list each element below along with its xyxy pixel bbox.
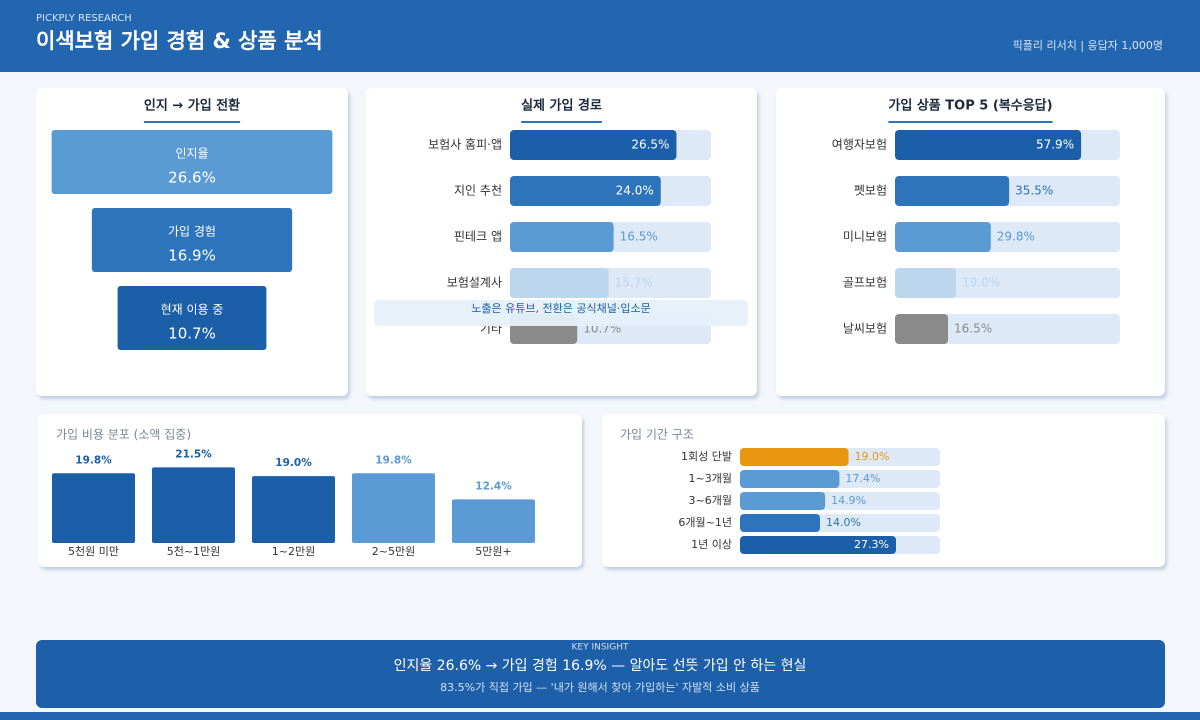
bar [252, 476, 335, 543]
bar [895, 222, 991, 252]
bar [510, 130, 677, 160]
value-label: 16.5% [954, 322, 992, 336]
bar [510, 222, 614, 252]
funnel-value: 10.7% [168, 325, 216, 343]
category-label: 6개월~1년 [678, 516, 732, 529]
category-label: 미니보험 [843, 230, 887, 244]
category-label: 1회성 단발 [681, 450, 732, 463]
bar [452, 499, 535, 543]
category-label: 골프보험 [843, 276, 887, 290]
category-label: 3~6개월 [689, 494, 732, 507]
bar [740, 514, 820, 532]
header-kicker: PICKPLY RESEARCH [36, 13, 132, 24]
insight-headline: 인지율 26.6% → 가입 경험 16.9% — 알아도 선뜻 가입 안 하는… [394, 658, 807, 674]
category-label: 핀테크 앱 [454, 230, 502, 244]
bar [740, 448, 849, 466]
bar [510, 268, 609, 298]
value-label: 19.0% [962, 276, 1000, 290]
header-band [0, 0, 1200, 72]
value-label: 15.7% [615, 276, 653, 290]
insight-kicker: KEY INSIGHT [572, 643, 629, 653]
bar [740, 470, 840, 488]
value-label: 19.8% [375, 454, 412, 466]
panel-title: 가입 상품 TOP 5 (복수응답) [888, 99, 1052, 114]
value-label: 21.5% [175, 448, 212, 460]
category-label: 5만원+ [475, 545, 511, 558]
bar [895, 268, 957, 298]
funnel-step [117, 286, 267, 350]
header-title: 이색보험 가입 경험 & 상품 분석 [36, 29, 323, 53]
funnel-label: 인지율 [175, 147, 208, 161]
funnel-label: 현재 이용 중 [161, 303, 224, 317]
panel-title: 실제 가입 경로 [521, 98, 602, 114]
footer-band [0, 712, 1200, 720]
category-label: 보험설계사 [447, 276, 502, 290]
annotation-box [374, 300, 748, 326]
value-label: 24.0% [616, 184, 654, 198]
value-label: 19.8% [75, 454, 112, 466]
value-label: 17.4% [845, 472, 880, 485]
bar [510, 176, 661, 206]
value-label: 19.0% [275, 457, 312, 469]
bar [895, 130, 1082, 160]
bar [352, 473, 435, 543]
bar [52, 473, 135, 543]
category-label: 펫보험 [854, 184, 887, 198]
funnel-step [91, 208, 293, 272]
category-label: 5천원 미만 [68, 544, 119, 558]
bar [740, 492, 826, 510]
funnel-value: 16.9% [168, 247, 216, 265]
category-label: 1~3개월 [689, 472, 732, 485]
bar-track [895, 314, 1120, 344]
insight-box [36, 640, 1165, 708]
category-label: 지인 추천 [454, 183, 502, 198]
category-label: 여행자보험 [832, 137, 887, 152]
category-label: 보험사 홈피·앱 [428, 138, 502, 152]
panel-title: 인지 → 가입 전환 [144, 98, 240, 114]
funnel-step [51, 130, 333, 194]
bar [740, 536, 896, 554]
value-label: 29.8% [997, 230, 1035, 244]
header-meta: 픽플리 리서치 | 응답자 1,000명 [1013, 39, 1163, 52]
value-label: 16.5% [620, 230, 658, 244]
category-label: 1년 이상 [691, 538, 732, 551]
funnel-value: 26.6% [168, 169, 216, 187]
category-label: 날씨보험 [843, 322, 887, 336]
value-label: 26.5% [631, 138, 669, 152]
value-label: 19.0% [855, 450, 890, 463]
insight-sub: 83.5%가 직접 가입 — '내가 원해서 찾아 가입하는' 자발적 소비 상… [440, 680, 760, 694]
value-label: 27.3% [854, 538, 889, 551]
bar [895, 176, 1010, 206]
bar [152, 467, 235, 543]
category-label: 2~5만원 [372, 545, 415, 558]
annotation: 노출은 유튜브, 전환은 공식채널·입소문 [471, 302, 650, 315]
panel-title: 가입 기간 구조 [620, 428, 694, 442]
value-label: 14.0% [826, 516, 861, 529]
value-label: 12.4% [475, 480, 512, 492]
value-label: 14.9% [831, 494, 866, 507]
panel-title: 가입 비용 분포 (소액 집중) [56, 428, 191, 442]
category-label: 1~2만원 [272, 545, 315, 558]
funnel-label: 가입 경험 [168, 225, 216, 239]
value-label: 35.5% [1015, 184, 1053, 198]
bar [895, 314, 949, 344]
value-label: 57.9% [1036, 138, 1074, 152]
category-label: 5천~1만원 [167, 544, 221, 558]
